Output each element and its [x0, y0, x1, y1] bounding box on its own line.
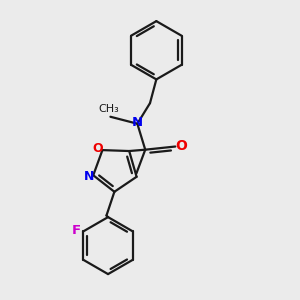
Text: O: O — [92, 142, 103, 155]
Text: O: O — [175, 139, 187, 153]
Text: CH₃: CH₃ — [98, 103, 119, 114]
Text: N: N — [132, 116, 143, 129]
Text: N: N — [84, 170, 94, 183]
Text: F: F — [72, 224, 81, 237]
